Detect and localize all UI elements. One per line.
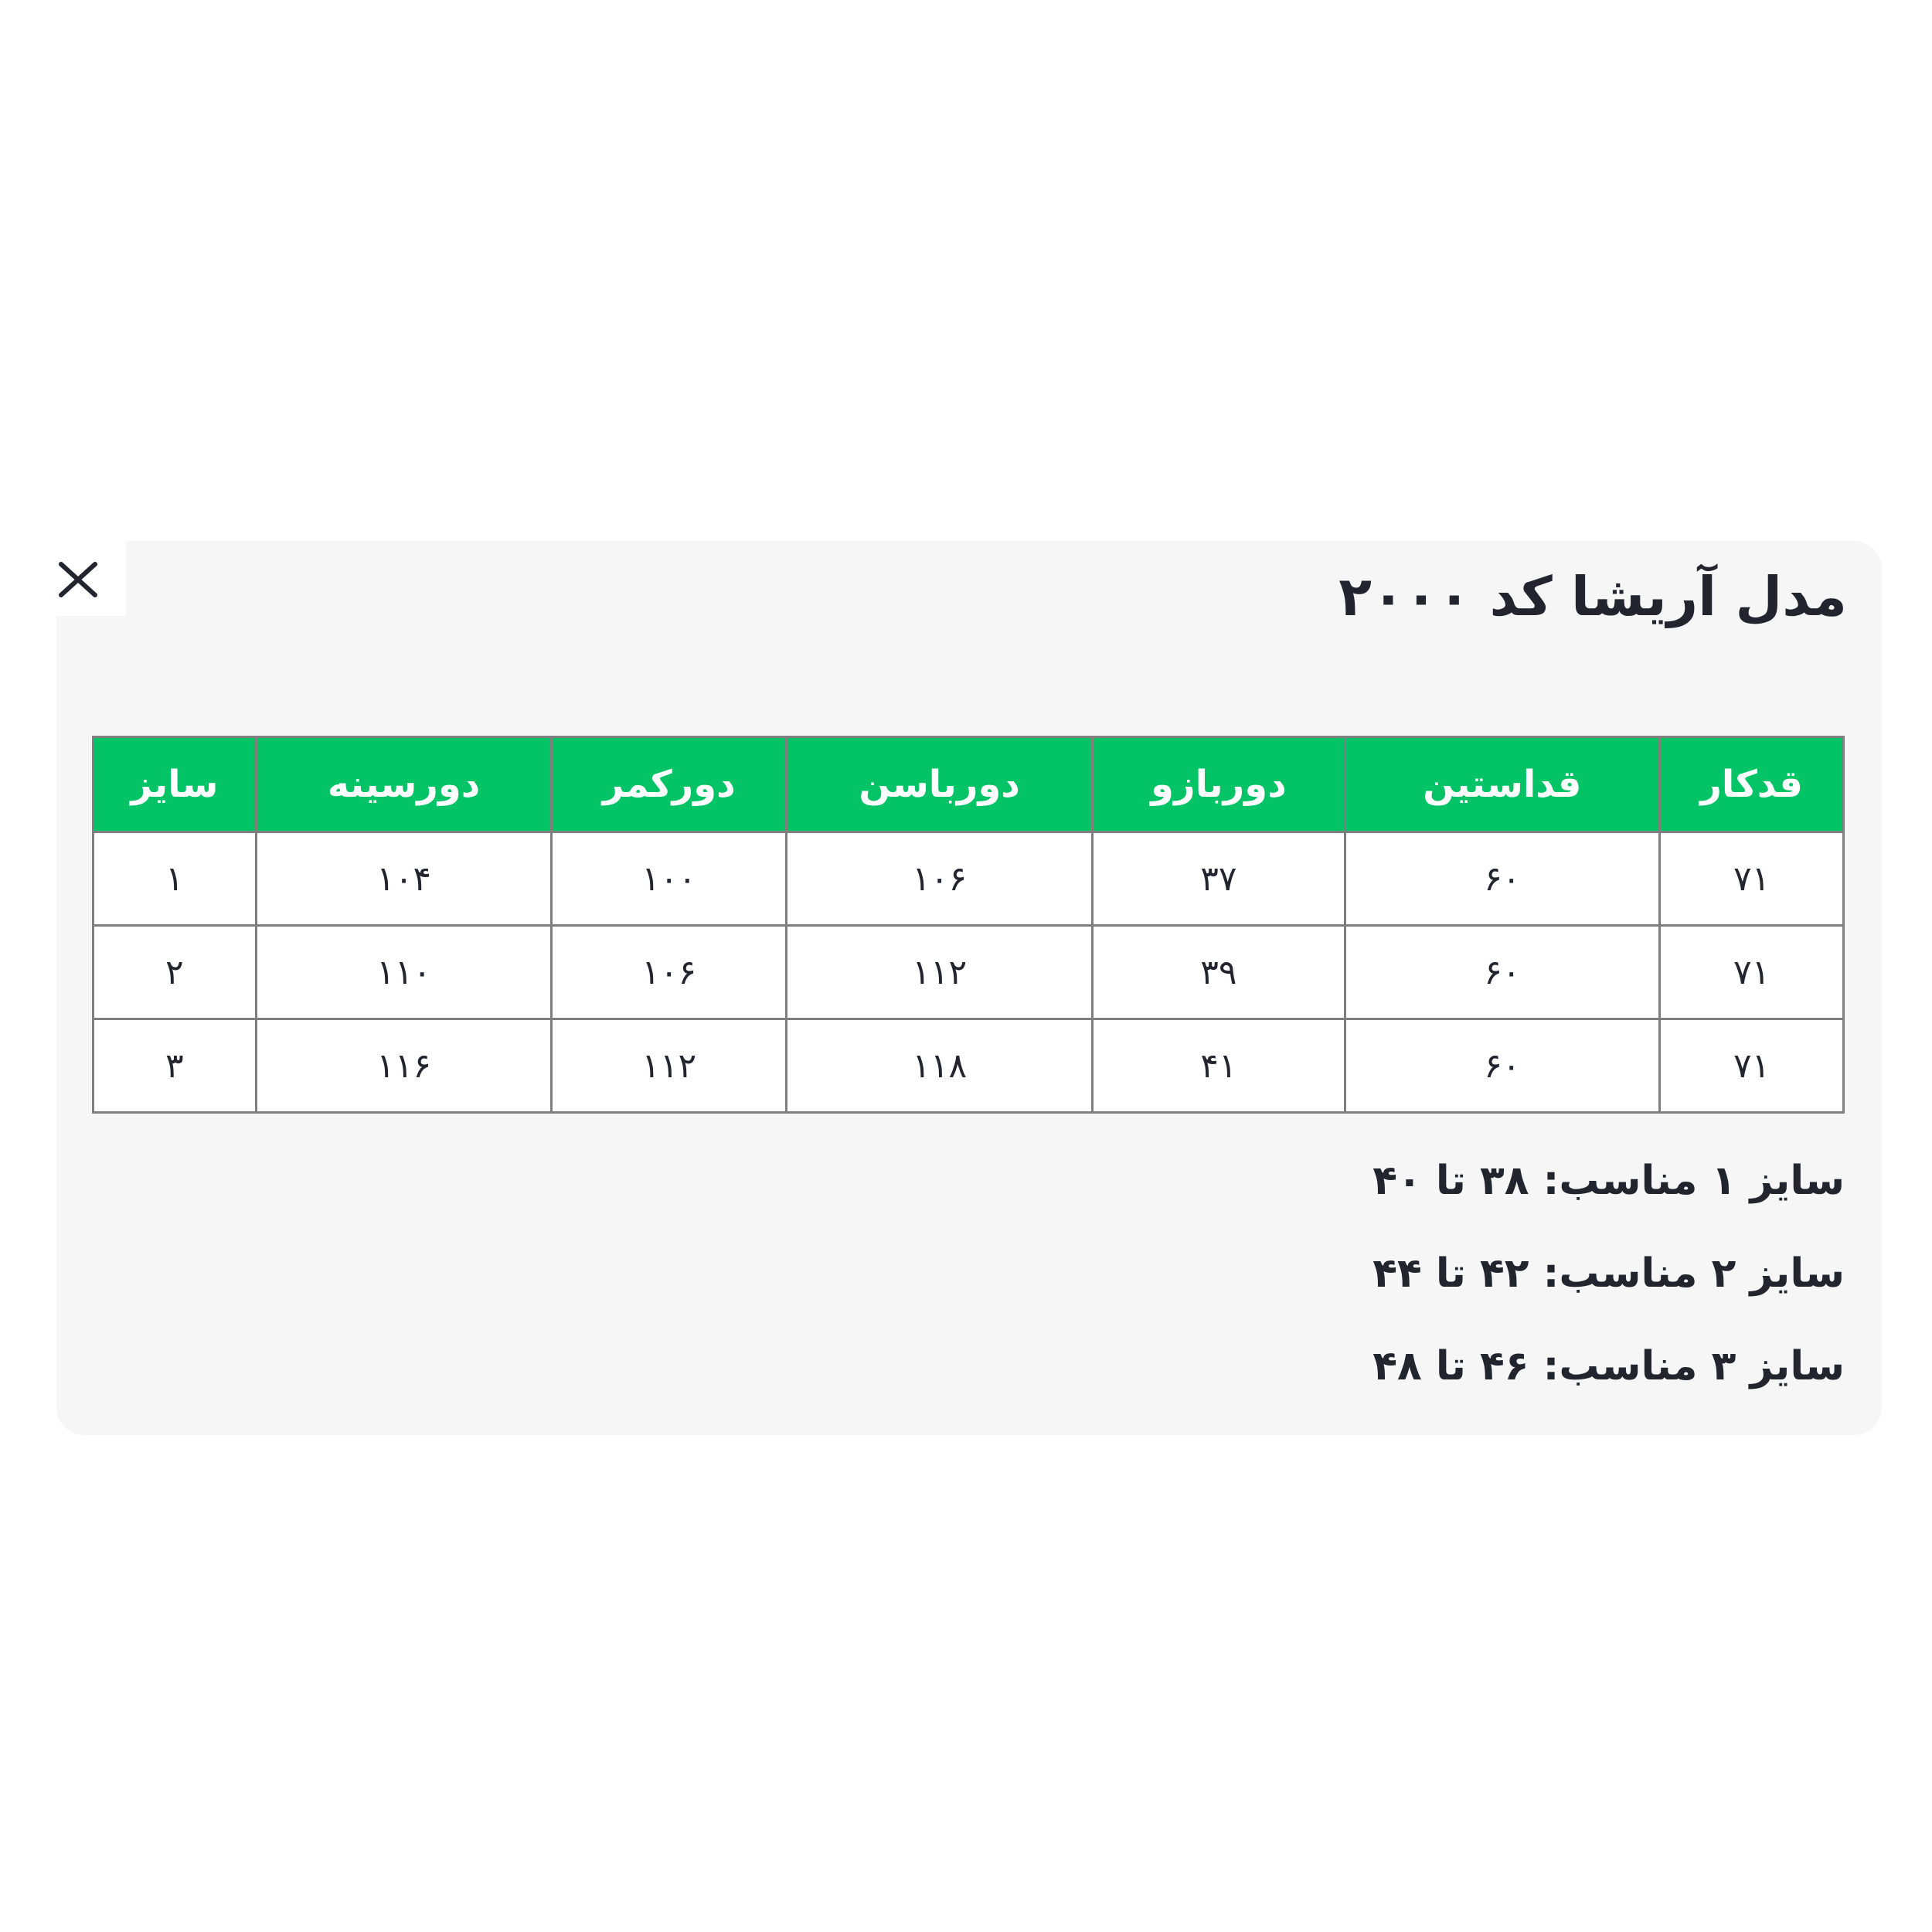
table-row: ۷۱ ۶۰ ۴۱ ۱۱۸ ۱۱۲ ۱۱۶ ۳ — [92, 1018, 1845, 1114]
size-note: سایز ۲ مناسب: ۴۲ تا ۴۴ — [1372, 1250, 1845, 1297]
table-cell: ۶۰ — [1343, 831, 1662, 927]
close-icon — [59, 561, 97, 597]
column-header: سایز — [92, 736, 257, 833]
table-cell: ۴۱ — [1091, 1018, 1346, 1114]
table-cell: ۱۱۶ — [254, 1018, 553, 1114]
table-cell: ۷۱ — [1658, 831, 1845, 927]
column-header: دورباسن — [784, 736, 1094, 833]
size-guide-modal: مدل آریشا کد ۲۰۰۰ قدکار قداستین دوربازو دور… — [56, 541, 1882, 1435]
modal-title: مدل آریشا کد ۲۰۰۰ — [1338, 565, 1847, 628]
table-cell: ۳۹ — [1091, 924, 1346, 1020]
column-header: قداستین — [1343, 736, 1662, 833]
table-cell: ۳۷ — [1091, 831, 1346, 927]
table-cell: ۷۱ — [1658, 924, 1845, 1020]
table-cell: ۱۰۶ — [550, 924, 787, 1020]
table-cell: ۳ — [92, 1018, 257, 1114]
column-header: دوربازو — [1091, 736, 1346, 833]
table-row: ۷۱ ۶۰ ۳۷ ۱۰۶ ۱۰۰ ۱۰۴ ۱ — [92, 831, 1845, 927]
table-cell: ۱۰۴ — [254, 831, 553, 927]
table-cell: ۱۱۰ — [254, 924, 553, 1020]
table-cell: ۷۱ — [1658, 1018, 1845, 1114]
table-cell: ۶۰ — [1343, 924, 1662, 1020]
table-cell: ۱۱۸ — [784, 1018, 1094, 1114]
size-note: سایز ۱ مناسب: ۳۸ تا ۴۰ — [1372, 1158, 1845, 1204]
table-cell: ۶۰ — [1343, 1018, 1662, 1114]
table-cell: ۱۱۲ — [550, 1018, 787, 1114]
size-note: سایز ۳ مناسب: ۴۶ تا ۴۸ — [1372, 1343, 1845, 1389]
column-header: دورسینه — [254, 736, 553, 833]
table-cell: ۲ — [92, 924, 257, 1020]
size-chart-table: قدکار قداستین دوربازو دورباسن دورکمر دورسینه س… — [92, 736, 1845, 1114]
table-cell: ۱ — [92, 831, 257, 927]
close-button[interactable] — [56, 541, 126, 616]
column-header: دورکمر — [550, 736, 787, 833]
size-notes: سایز ۱ مناسب: ۳۸ تا ۴۰ سایز ۲ مناسب: ۴۲ ت… — [1372, 1134, 1845, 1413]
table-row: ۷۱ ۶۰ ۳۹ ۱۱۲ ۱۰۶ ۱۱۰ ۲ — [92, 924, 1845, 1020]
table-cell: ۱۰۶ — [784, 831, 1094, 927]
column-header: قدکار — [1658, 736, 1845, 833]
table-header-row: قدکار قداستین دوربازو دورباسن دورکمر دورسینه س… — [92, 736, 1845, 833]
table-cell: ۱۱۲ — [784, 924, 1094, 1020]
table-cell: ۱۰۰ — [550, 831, 787, 927]
